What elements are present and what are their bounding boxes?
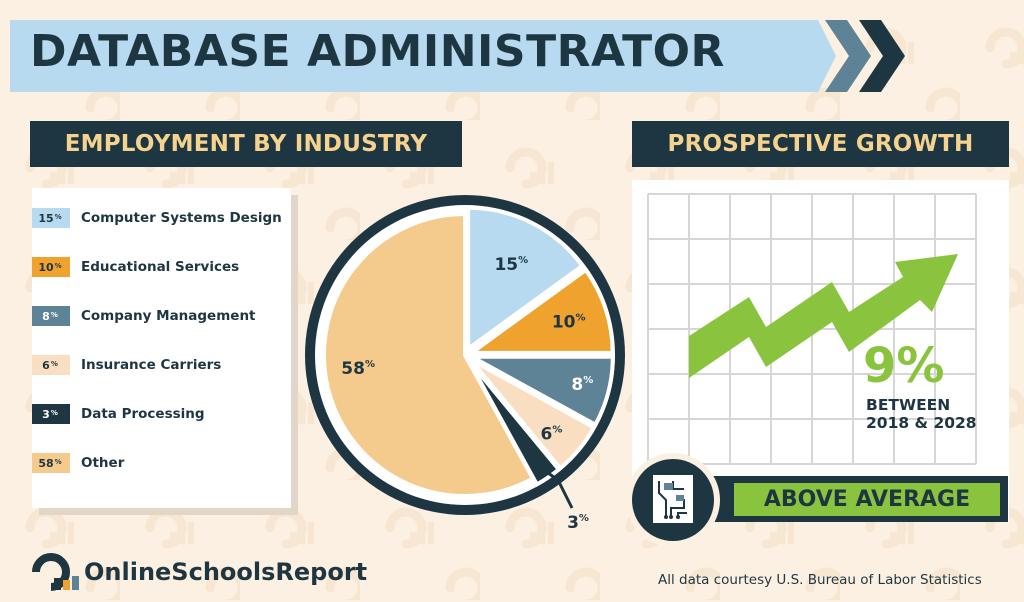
legend-swatch: 58% [32, 453, 70, 473]
legend-value: 6 [42, 358, 50, 372]
pie-slice-unit: % [575, 312, 585, 323]
legend-item: 6% Insurance Carriers [32, 355, 221, 375]
employment-pie-chart: 15%10%8%6%3%58% [305, 195, 625, 533]
legend-unit: % [54, 458, 62, 466]
pie-slice [467, 359, 562, 488]
legend-label: Computer Systems Design [81, 210, 282, 226]
employment-section-title: EMPLOYMENT BY INDUSTRY [30, 121, 462, 167]
onlineschoolsreport-logo-icon [32, 553, 79, 591]
legend-item: 58% Other [32, 453, 124, 473]
legend-label: Company Management [81, 308, 256, 324]
circuit-board-icon [626, 453, 720, 547]
pie-leader-line [541, 467, 574, 509]
legend-item: 15% Computer Systems Design [32, 208, 282, 228]
pie-slice-value: 8 [571, 375, 583, 395]
legend-value: 8 [42, 309, 50, 323]
pie-slice-unit: % [365, 359, 375, 370]
legend-item: 8% Company Management [32, 306, 256, 326]
pie-slice-label: 15% [494, 255, 528, 275]
growth-period-line2: 2018 & 2028 [866, 414, 977, 432]
pie-slice-label: 10% [552, 312, 586, 332]
pie-slice [465, 267, 615, 355]
pie-slice-unit: % [583, 375, 593, 386]
legend-value: 3 [42, 407, 50, 421]
pie-slice-unit: % [552, 424, 562, 435]
legend-swatch: 15% [32, 208, 70, 228]
legend-label: Data Processing [81, 406, 205, 422]
legend-unit: % [54, 213, 62, 221]
chart-legend: 15% Computer Systems Design 10% Educational… [32, 188, 291, 508]
growth-section-title: PROSPECTIVE GROWTH [632, 121, 1009, 167]
pie-slice-value: 58 [341, 359, 365, 379]
legend-unit: % [50, 360, 58, 368]
growth-arrow-icon [689, 254, 958, 378]
pie-slice-unit: % [518, 255, 528, 266]
data-credit: All data courtesy U.S. Bureau of Labor S… [658, 572, 982, 588]
legend-unit: % [50, 409, 58, 417]
legend-swatch: 3% [32, 404, 70, 424]
legend-value: 58 [38, 456, 54, 470]
page-title: DATABASE ADMINISTRATOR [30, 26, 725, 77]
pie-slice-value: 6 [541, 424, 553, 444]
legend-item: 10% Educational Services [32, 257, 239, 277]
legend-value: 15 [38, 211, 54, 225]
legend-label: Insurance Carriers [81, 357, 222, 373]
pie-slice-value: 3 [567, 513, 579, 533]
growth-rating: ABOVE AVERAGE [734, 483, 1000, 516]
growth-period-line1: BETWEEN [866, 396, 951, 414]
legend-label: Other [81, 455, 125, 471]
pie-slice-value: 10 [552, 312, 576, 332]
legend-swatch: 10% [32, 257, 70, 277]
legend-label: Educational Services [81, 259, 240, 275]
legend-value: 10 [38, 260, 54, 274]
legend-unit: % [54, 262, 62, 270]
legend-item: 3% Data Processing [32, 404, 205, 424]
pie-slice-label: 3% [567, 513, 589, 533]
pie-slice [466, 205, 586, 353]
pie-slice-label: 8% [571, 375, 593, 395]
pie-slice [322, 211, 536, 498]
legend-swatch: 6% [32, 355, 70, 375]
legend-swatch: 8% [32, 306, 70, 326]
pie-slice [468, 357, 597, 471]
chevron-arrows-icon [825, 20, 905, 92]
pie-slice-value: 15 [494, 255, 518, 275]
growth-percent: 9% [863, 338, 945, 394]
growth-period: BETWEEN 2018 & 2028 [866, 396, 977, 432]
pie-slice-label: 58% [341, 359, 375, 379]
pie-slice [470, 354, 615, 428]
logo-text: OnlineSchoolsReport [84, 558, 368, 586]
pie-slice-label: 6% [541, 424, 563, 444]
pie-slice-unit: % [579, 513, 589, 524]
legend-unit: % [50, 311, 58, 319]
title-banner [10, 20, 836, 92]
growth-grid [647, 193, 977, 465]
